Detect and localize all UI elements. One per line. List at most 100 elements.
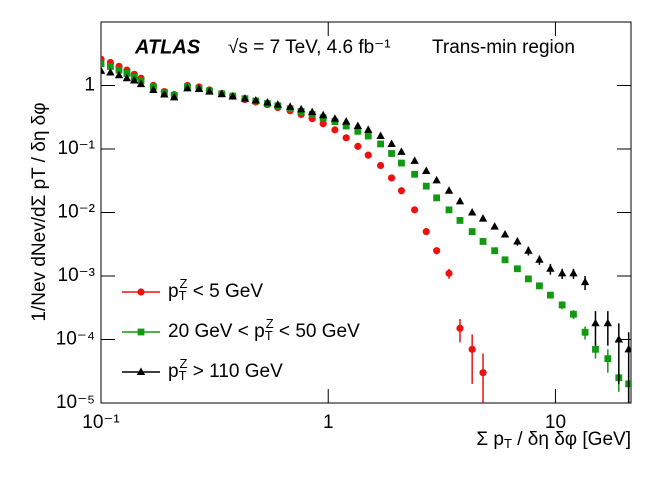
marker [330,114,340,122]
marker [217,89,226,98]
x-axis-label: Σ pT / δη δφ [GeV] [476,429,631,451]
marker [123,70,131,77]
x-tick-label: 10 [545,412,566,433]
legend-marker [136,367,146,375]
marker [398,159,405,167]
marker [364,125,373,133]
marker [624,344,631,353]
marker [364,132,372,140]
marker [514,265,521,273]
data-area [101,55,631,403]
marker [160,90,169,98]
marker [228,92,237,100]
legend-marker [137,328,145,336]
marker [535,255,544,263]
marker [592,345,599,353]
legend-label: 20 GeV < pTZ < 50 GeV [168,316,360,343]
marker [433,247,441,255]
marker [422,182,430,190]
marker [479,369,487,377]
marker [570,310,577,318]
y-axis-label: 1/Nev dNev/dΣ pT / δη δφ [29,102,50,321]
marker [136,79,146,88]
marker [491,247,499,255]
marker [107,62,114,70]
marker [319,120,327,128]
marker [445,269,453,277]
marker [422,166,431,175]
marker [501,256,509,264]
marker [557,268,567,277]
marker [444,186,454,194]
marker [455,196,465,205]
marker [387,139,396,147]
marker [364,151,372,159]
legend-marker [137,288,145,296]
marker [354,127,362,135]
marker [490,222,499,230]
marker [467,208,477,216]
marker [387,174,396,182]
y-tick-label: 10⁻⁵ [56,392,95,413]
marker [194,84,204,93]
x-tick-label: 10⁻¹ [82,412,120,433]
marker [478,214,488,222]
marker [581,328,589,336]
marker [342,134,350,142]
marker [376,131,385,140]
experiment-label: ATLAS [134,36,201,58]
marker [604,355,612,363]
marker [205,87,214,95]
region-label: Trans-min region [432,37,575,58]
marker [342,122,350,130]
marker [397,147,406,155]
marker [422,228,430,236]
marker [342,117,351,125]
marker [432,175,441,184]
marker [479,238,487,245]
marker [101,66,106,74]
marker [106,68,115,76]
marker [114,70,124,79]
marker [500,230,510,238]
plot-frame [100,21,632,404]
marker [456,217,464,224]
marker [149,85,158,93]
marker [307,107,317,116]
marker [456,324,464,332]
marker [377,140,384,148]
legend-label: pTZ > 110 GeV [168,356,283,383]
marker [603,318,613,327]
marker [410,156,419,164]
marker [101,60,105,68]
x-tick-label: 1 [323,412,334,433]
marker [331,126,339,134]
marker [354,142,362,150]
y-tick-label: 10⁻¹ [58,138,96,159]
marker [524,275,532,283]
marker [558,301,566,309]
marker [569,268,578,277]
marker [524,246,533,254]
marker [251,96,260,104]
marker [536,282,543,290]
marker [240,94,250,102]
marker [546,264,555,272]
marker [376,161,385,170]
marker [285,102,295,110]
marker [614,335,624,343]
legend-label: pTZ < 5 GeV [168,276,263,303]
y-tick-label: 10⁻⁴ [56,329,95,350]
marker [433,194,441,202]
marker [591,318,600,327]
marker [513,236,522,245]
marker [115,66,123,74]
marker [122,73,132,82]
marker [411,206,419,214]
marker [580,277,590,286]
marker [546,291,554,299]
energy-label: √s = 7 TeV, 4.6 fb⁻¹ [228,37,391,58]
marker [445,206,453,214]
y-tick-label: 10⁻³ [58,265,96,286]
